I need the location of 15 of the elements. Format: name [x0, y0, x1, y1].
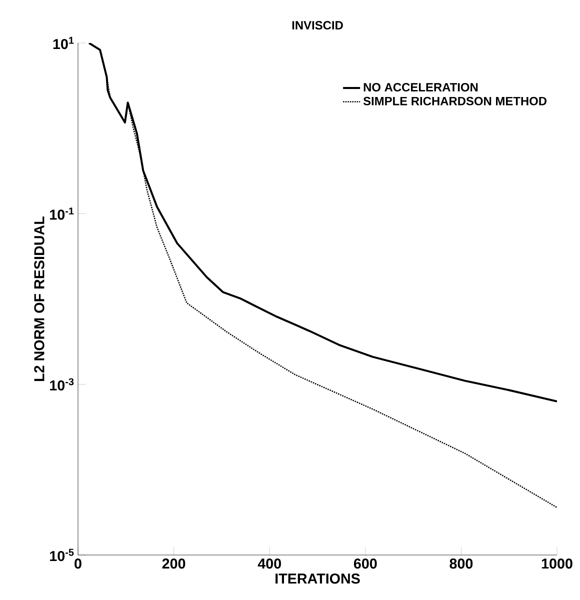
legend-label: SIMPLE RICHARDSON METHOD — [363, 96, 547, 106]
x-tick-label: 0 — [74, 558, 82, 569]
y-tick-label: 10$^{-1}$ — [50, 208, 74, 220]
x-tick-label: 600 — [354, 558, 377, 569]
y-axis-title: L2 NORM OF RESIDUAL — [34, 216, 44, 381]
legend-label: NO ACCELERATION — [364, 83, 478, 92]
y-tick-label: 10$^{-5}$ — [50, 548, 74, 562]
x-tick-label: 800 — [450, 558, 473, 569]
x-tick-label: 1000 — [542, 558, 572, 569]
y-tick-label: 10$^{1}$ — [53, 36, 74, 50]
y-tick-label: 10$^{-3}$ — [50, 378, 74, 390]
x-tick-label: 200 — [162, 558, 186, 569]
x-axis-title: ITERATIONS — [276, 574, 360, 584]
chart-title: INVISCID — [292, 21, 343, 30]
x-tick-label: 400 — [258, 558, 281, 569]
